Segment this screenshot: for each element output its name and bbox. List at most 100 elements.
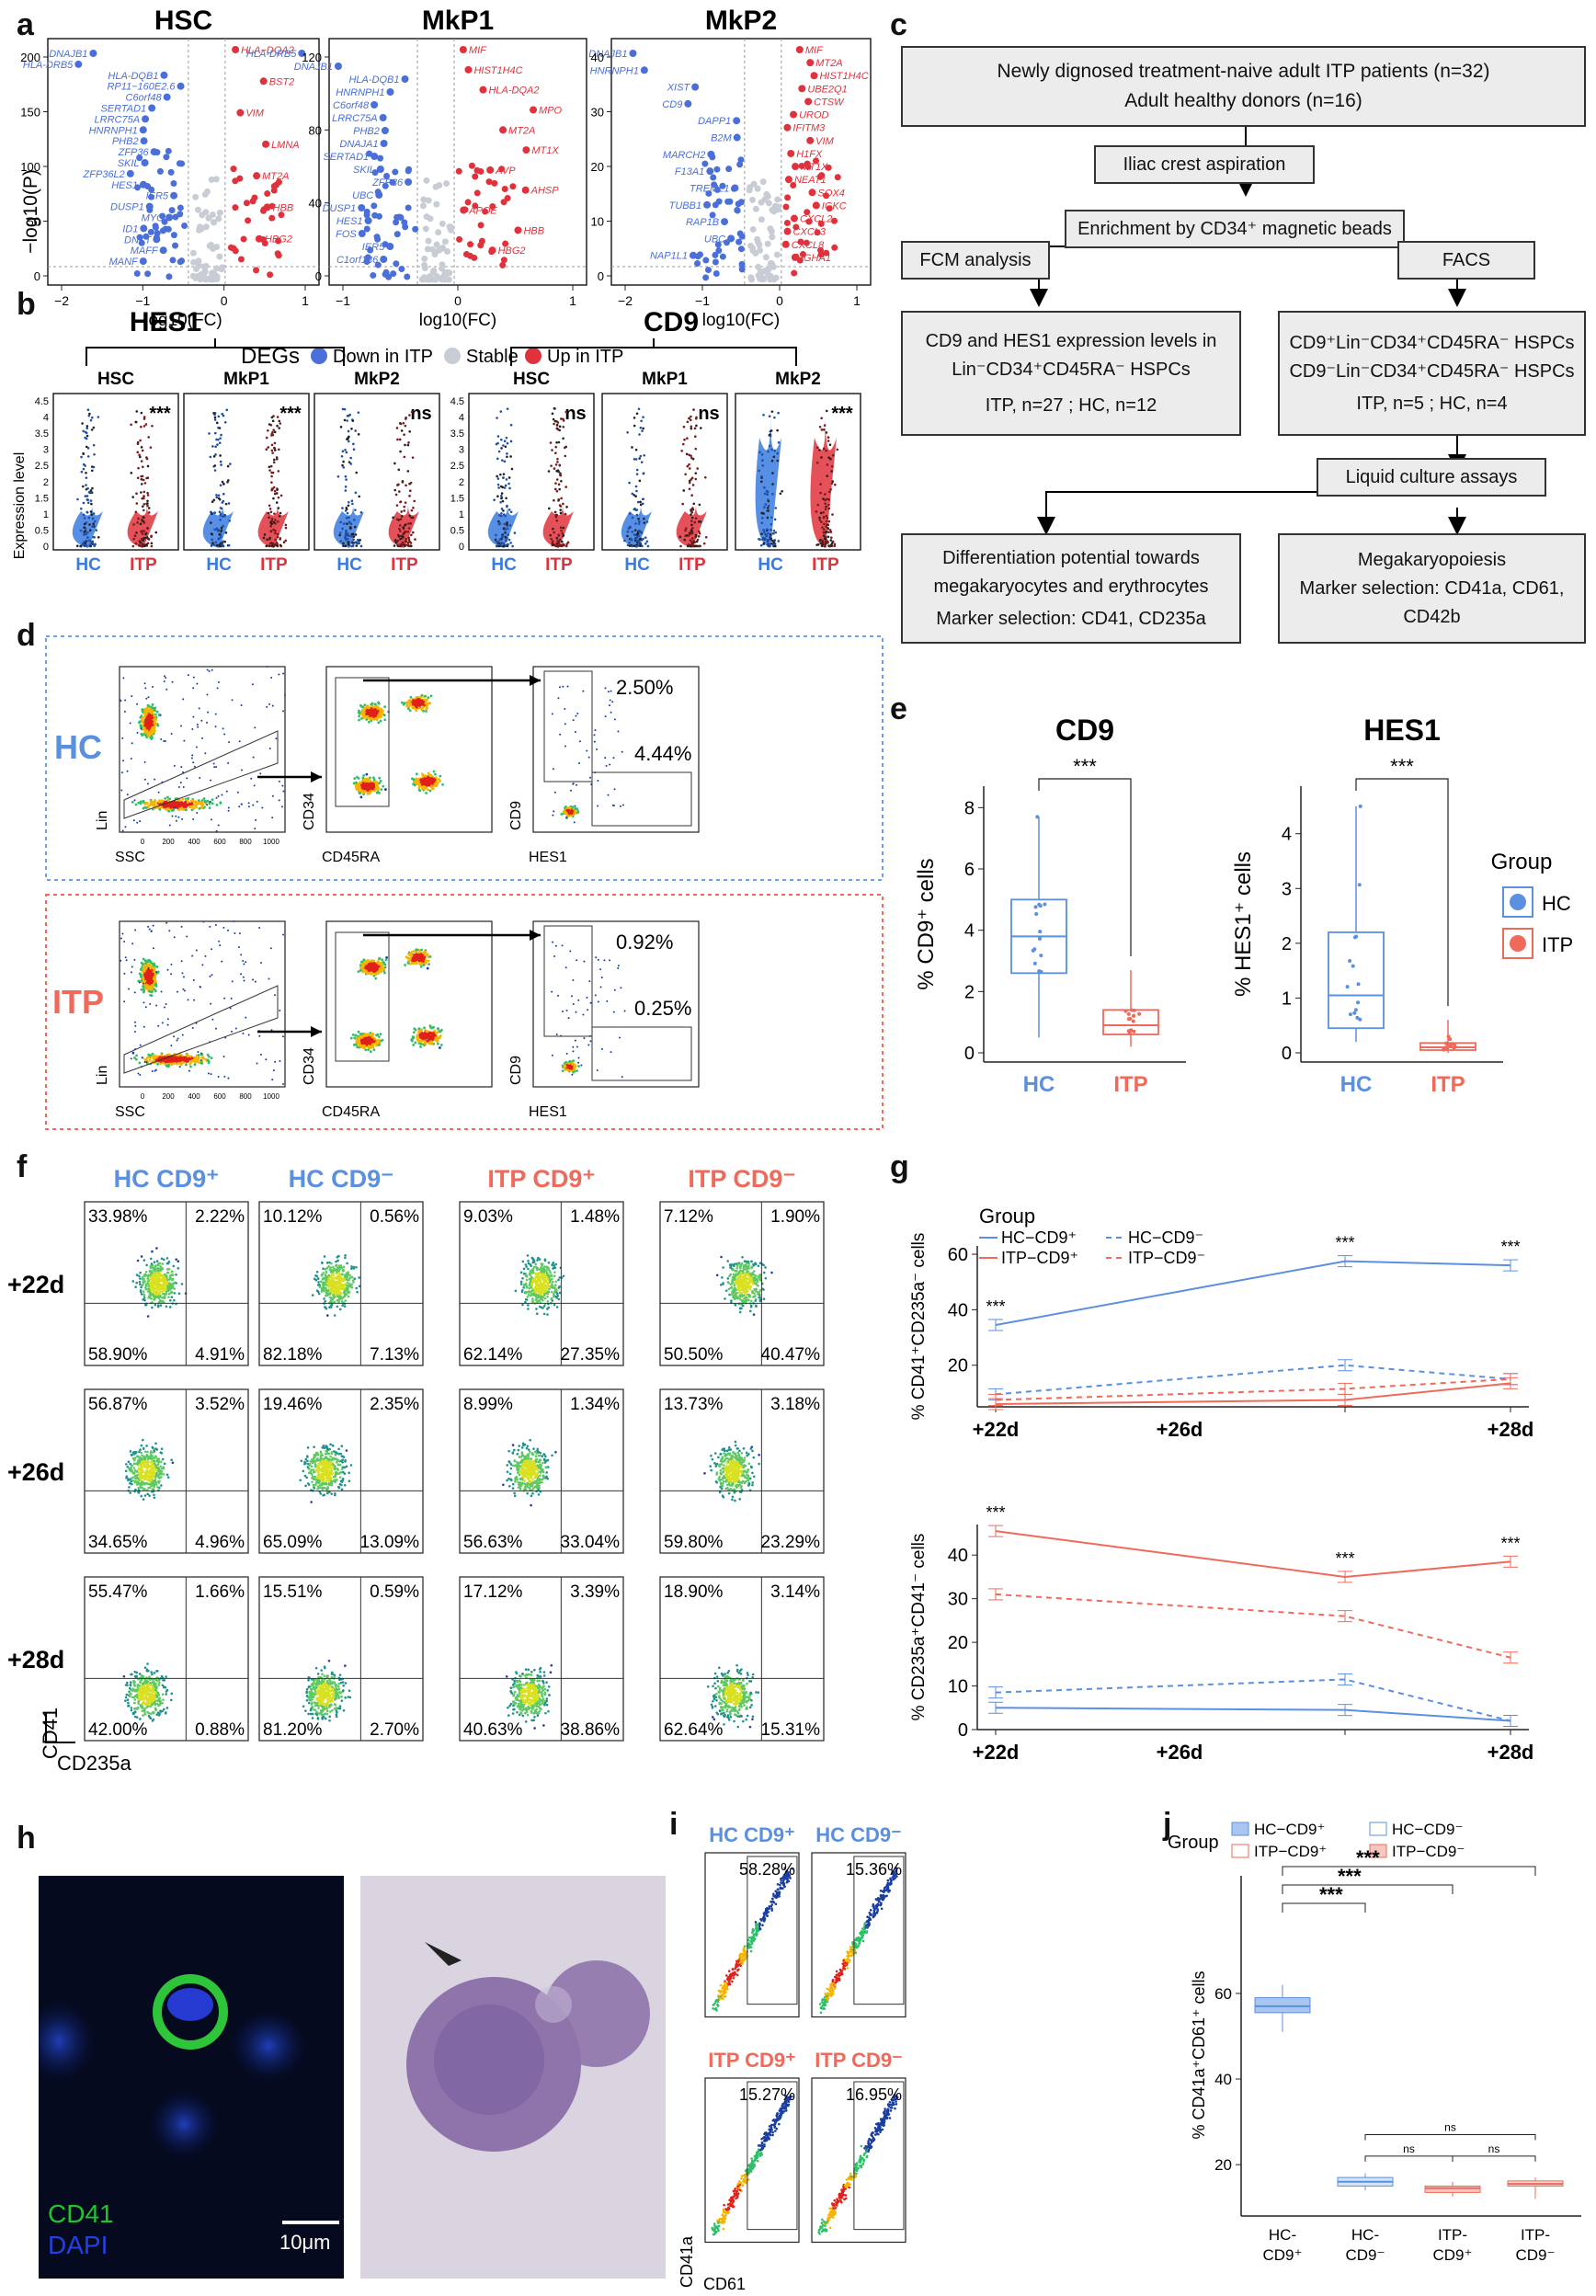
violin-point — [642, 497, 645, 501]
gate-lower-pct: 4.44% — [634, 742, 691, 765]
event-dot — [147, 925, 150, 928]
violin-point — [135, 410, 139, 413]
event-dot — [611, 804, 614, 806]
event-dot — [435, 784, 438, 788]
event-dot — [282, 790, 285, 793]
stable-dot — [195, 257, 202, 265]
event-dot — [177, 786, 180, 789]
violin-point — [85, 484, 87, 486]
up-dot — [268, 202, 276, 210]
down-gene-label: IER5 — [362, 242, 385, 253]
up-gene-label: VIM — [245, 109, 264, 120]
violin-point — [84, 495, 87, 497]
up-dot — [804, 209, 811, 216]
violin-point — [393, 539, 397, 542]
violin-point — [825, 505, 827, 508]
event-dot — [412, 702, 415, 705]
violin-point — [97, 416, 100, 418]
violin-point — [640, 531, 644, 534]
event-dot — [177, 816, 180, 818]
up-dot — [783, 227, 792, 235]
event-dot — [361, 779, 364, 782]
violin-point — [496, 441, 499, 445]
violin-point — [140, 425, 142, 428]
down-dot — [126, 169, 134, 177]
violin-point — [642, 427, 644, 430]
violin-point — [92, 443, 96, 447]
violin-point — [690, 523, 693, 527]
event-dot — [610, 711, 612, 714]
down-dot — [74, 60, 83, 68]
event-dot — [137, 979, 141, 983]
event-dot — [193, 765, 196, 768]
event-dot — [210, 1057, 213, 1060]
down-dot — [702, 274, 710, 281]
violin-point — [690, 454, 692, 458]
event-dot — [384, 788, 387, 791]
violin-point — [135, 502, 139, 505]
violin-point — [139, 439, 142, 442]
up-dot — [521, 186, 530, 194]
violin-point — [555, 519, 559, 522]
violin-point — [93, 536, 96, 539]
event-dot — [421, 780, 425, 783]
violin-point — [140, 446, 143, 449]
violin-point — [645, 520, 649, 523]
row-label: ITP — [52, 983, 104, 1021]
violin-shape — [127, 504, 158, 548]
violin-point — [774, 531, 778, 534]
violin-point — [819, 511, 823, 515]
violin-ytick: 0.5 — [35, 525, 49, 536]
event-dot — [195, 949, 198, 952]
event-dot — [211, 948, 213, 951]
down-dot — [382, 241, 389, 248]
violin-point — [398, 524, 402, 527]
event-dot — [130, 757, 132, 760]
event-dot — [122, 760, 125, 762]
violin-point — [699, 520, 702, 523]
stable-dot — [433, 241, 440, 248]
violin-point — [350, 427, 353, 430]
violin-point — [681, 502, 685, 506]
event-dot — [553, 791, 556, 794]
violin-point — [773, 518, 777, 521]
event-dot — [240, 704, 243, 707]
event-dot — [259, 962, 262, 965]
violin-point — [400, 515, 404, 518]
violin-point — [142, 416, 146, 418]
violin-point — [268, 516, 270, 520]
violin-point — [688, 453, 690, 457]
violin-point — [352, 543, 355, 545]
event-dot — [154, 706, 157, 710]
down-dot — [734, 207, 741, 214]
down-dot — [389, 178, 396, 186]
down-dot — [398, 265, 405, 272]
stable-dot — [420, 196, 428, 203]
up-dot — [787, 149, 795, 157]
down-dot — [364, 254, 371, 261]
violin-point — [825, 520, 828, 523]
legend-down-label: Down in ITP — [333, 347, 433, 367]
event-dot — [358, 718, 360, 722]
violin-point — [348, 520, 351, 524]
violin-point — [89, 489, 93, 492]
violin-point — [358, 542, 360, 545]
violin-point — [559, 544, 563, 548]
violin-point — [499, 410, 503, 413]
event-dot — [428, 789, 432, 793]
event-dot — [283, 693, 286, 696]
violin-point — [216, 529, 220, 532]
violin-ytick: 1 — [43, 509, 49, 520]
down-dot — [162, 225, 169, 233]
violin-point — [507, 508, 511, 511]
event-dot — [417, 786, 421, 790]
event-dot — [234, 931, 236, 934]
up-dot — [482, 208, 489, 215]
event-dot — [188, 805, 191, 808]
event-dot — [573, 821, 576, 824]
violin-point — [562, 526, 565, 530]
event-dot — [155, 1004, 158, 1007]
violin-point — [342, 465, 345, 469]
event-dot — [433, 782, 437, 786]
down-dot — [713, 186, 721, 193]
